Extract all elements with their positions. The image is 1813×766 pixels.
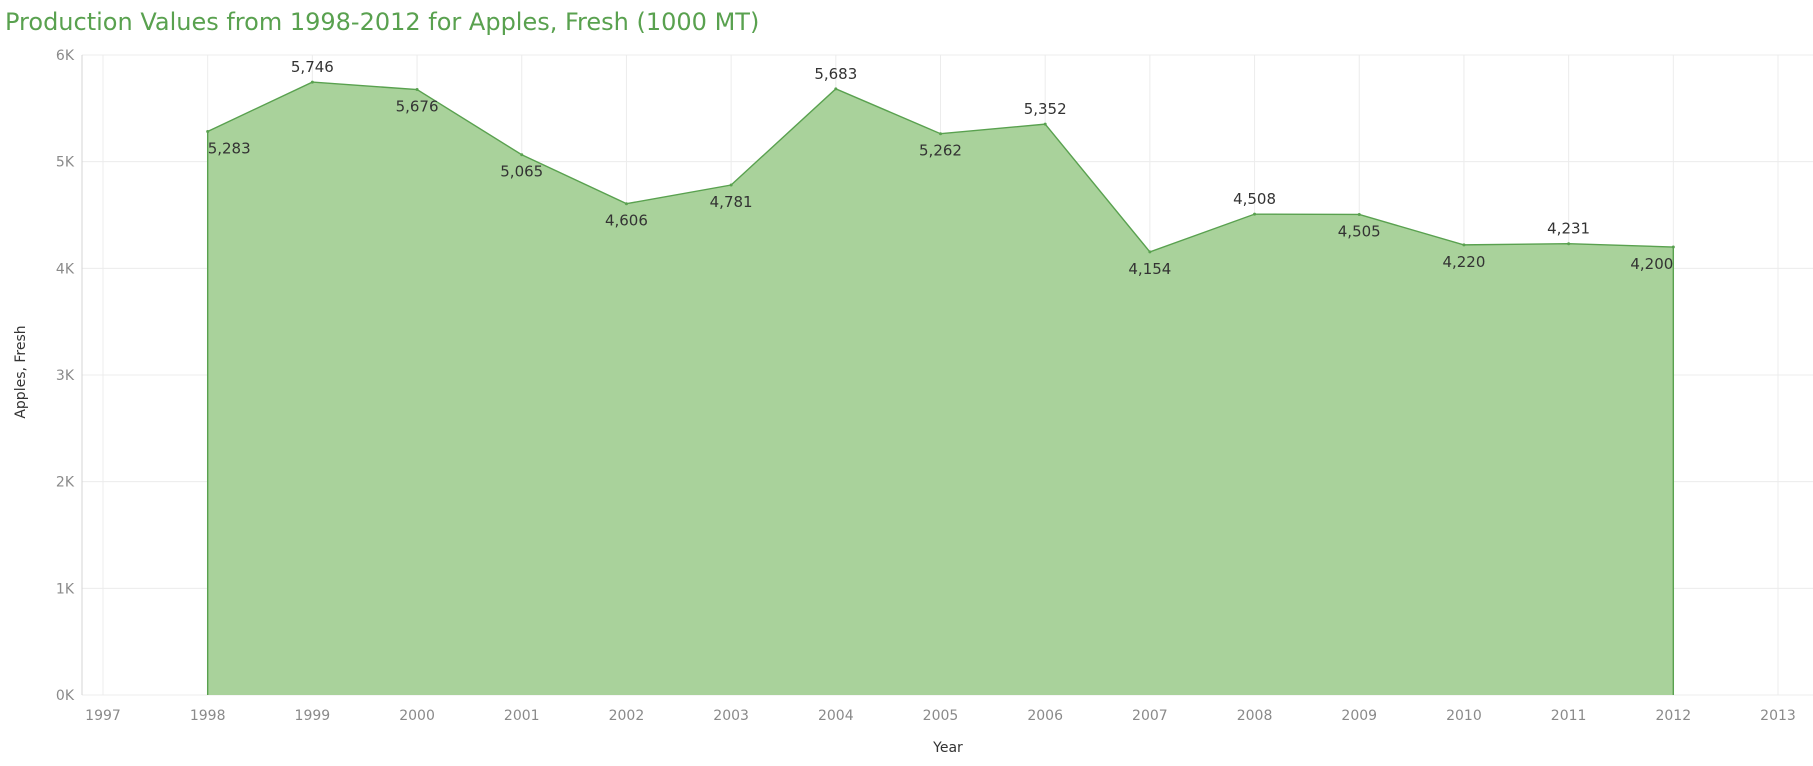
data-point[interactable]	[939, 132, 942, 136]
data-point[interactable]	[1043, 122, 1047, 126]
x-tick-label: 2009	[1341, 708, 1377, 724]
data-label: 5,676	[396, 98, 439, 116]
area-fill	[207, 82, 1674, 696]
y-tick-label: 3K	[56, 368, 75, 384]
data-label: 5,746	[291, 58, 334, 76]
x-tick-label: 2005	[923, 708, 959, 724]
x-tick-label: 2011	[1551, 708, 1587, 724]
x-tick-label: 2004	[818, 708, 854, 724]
x-axis-title: Year	[932, 740, 963, 756]
x-tick-label: 2010	[1446, 708, 1482, 724]
data-label: 4,606	[605, 212, 648, 230]
data-point[interactable]	[206, 129, 210, 133]
data-label: 5,262	[919, 142, 962, 160]
data-point[interactable]	[1671, 245, 1675, 249]
data-point[interactable]	[1253, 212, 1257, 216]
data-label: 4,508	[1233, 190, 1276, 208]
x-tick-label: 1999	[295, 708, 331, 724]
data-point[interactable]	[310, 80, 314, 84]
y-tick-label: 0K	[56, 688, 75, 704]
x-tick-label: 2007	[1132, 708, 1168, 724]
data-label: 5,065	[500, 163, 543, 181]
y-axis-title: Apples, Fresh	[13, 325, 29, 418]
data-point[interactable]	[834, 87, 838, 91]
data-label: 4,231	[1547, 220, 1590, 238]
data-labels: 5,283 5,746 5,676 5,065 4,606 4,781 5,683 5,262…	[208, 58, 1674, 278]
x-tick-label: 1998	[190, 708, 226, 724]
y-axis-ticks: 0K 1K 2K 3K 4K 5K 6K	[56, 48, 75, 704]
x-tick-label: 2008	[1237, 708, 1273, 724]
x-tick-label: 2013	[1760, 708, 1796, 724]
data-label: 4,154	[1128, 260, 1171, 278]
data-label: 4,220	[1442, 253, 1485, 271]
x-tick-label: 2001	[504, 708, 540, 724]
x-tick-label: 2006	[1027, 708, 1063, 724]
x-tick-label: 2002	[609, 708, 645, 724]
data-point[interactable]	[520, 153, 524, 157]
data-point[interactable]	[1567, 242, 1571, 246]
data-point[interactable]	[729, 183, 733, 187]
y-tick-label: 1K	[56, 581, 75, 597]
data-point[interactable]	[415, 88, 419, 92]
data-label: 5,283	[208, 139, 251, 157]
area-series	[206, 80, 1675, 696]
data-label: 5,683	[814, 65, 857, 83]
data-point[interactable]	[1462, 243, 1466, 247]
x-axis-ticks: 1997 1998 1999 2000 2001 2002 2003 2004 2005 2006…	[85, 708, 1796, 724]
chart-title: Production Values from 1998-2012 for App…	[5, 8, 760, 36]
y-tick-label: 6K	[56, 48, 75, 64]
data-point[interactable]	[624, 202, 628, 206]
y-tick-label: 5K	[56, 155, 75, 171]
x-tick-label: 2000	[399, 708, 435, 724]
y-tick-label: 4K	[56, 261, 75, 277]
data-point[interactable]	[1357, 212, 1361, 216]
data-point[interactable]	[1148, 250, 1152, 254]
x-tick-label: 1997	[85, 708, 121, 724]
y-tick-label: 2K	[56, 475, 75, 491]
data-label: 4,200	[1630, 255, 1673, 273]
x-tick-label: 2012	[1655, 708, 1691, 724]
data-label: 5,352	[1024, 100, 1067, 118]
x-tick-label: 2003	[713, 708, 749, 724]
data-label: 4,781	[710, 193, 753, 211]
data-label: 4,505	[1338, 222, 1381, 240]
